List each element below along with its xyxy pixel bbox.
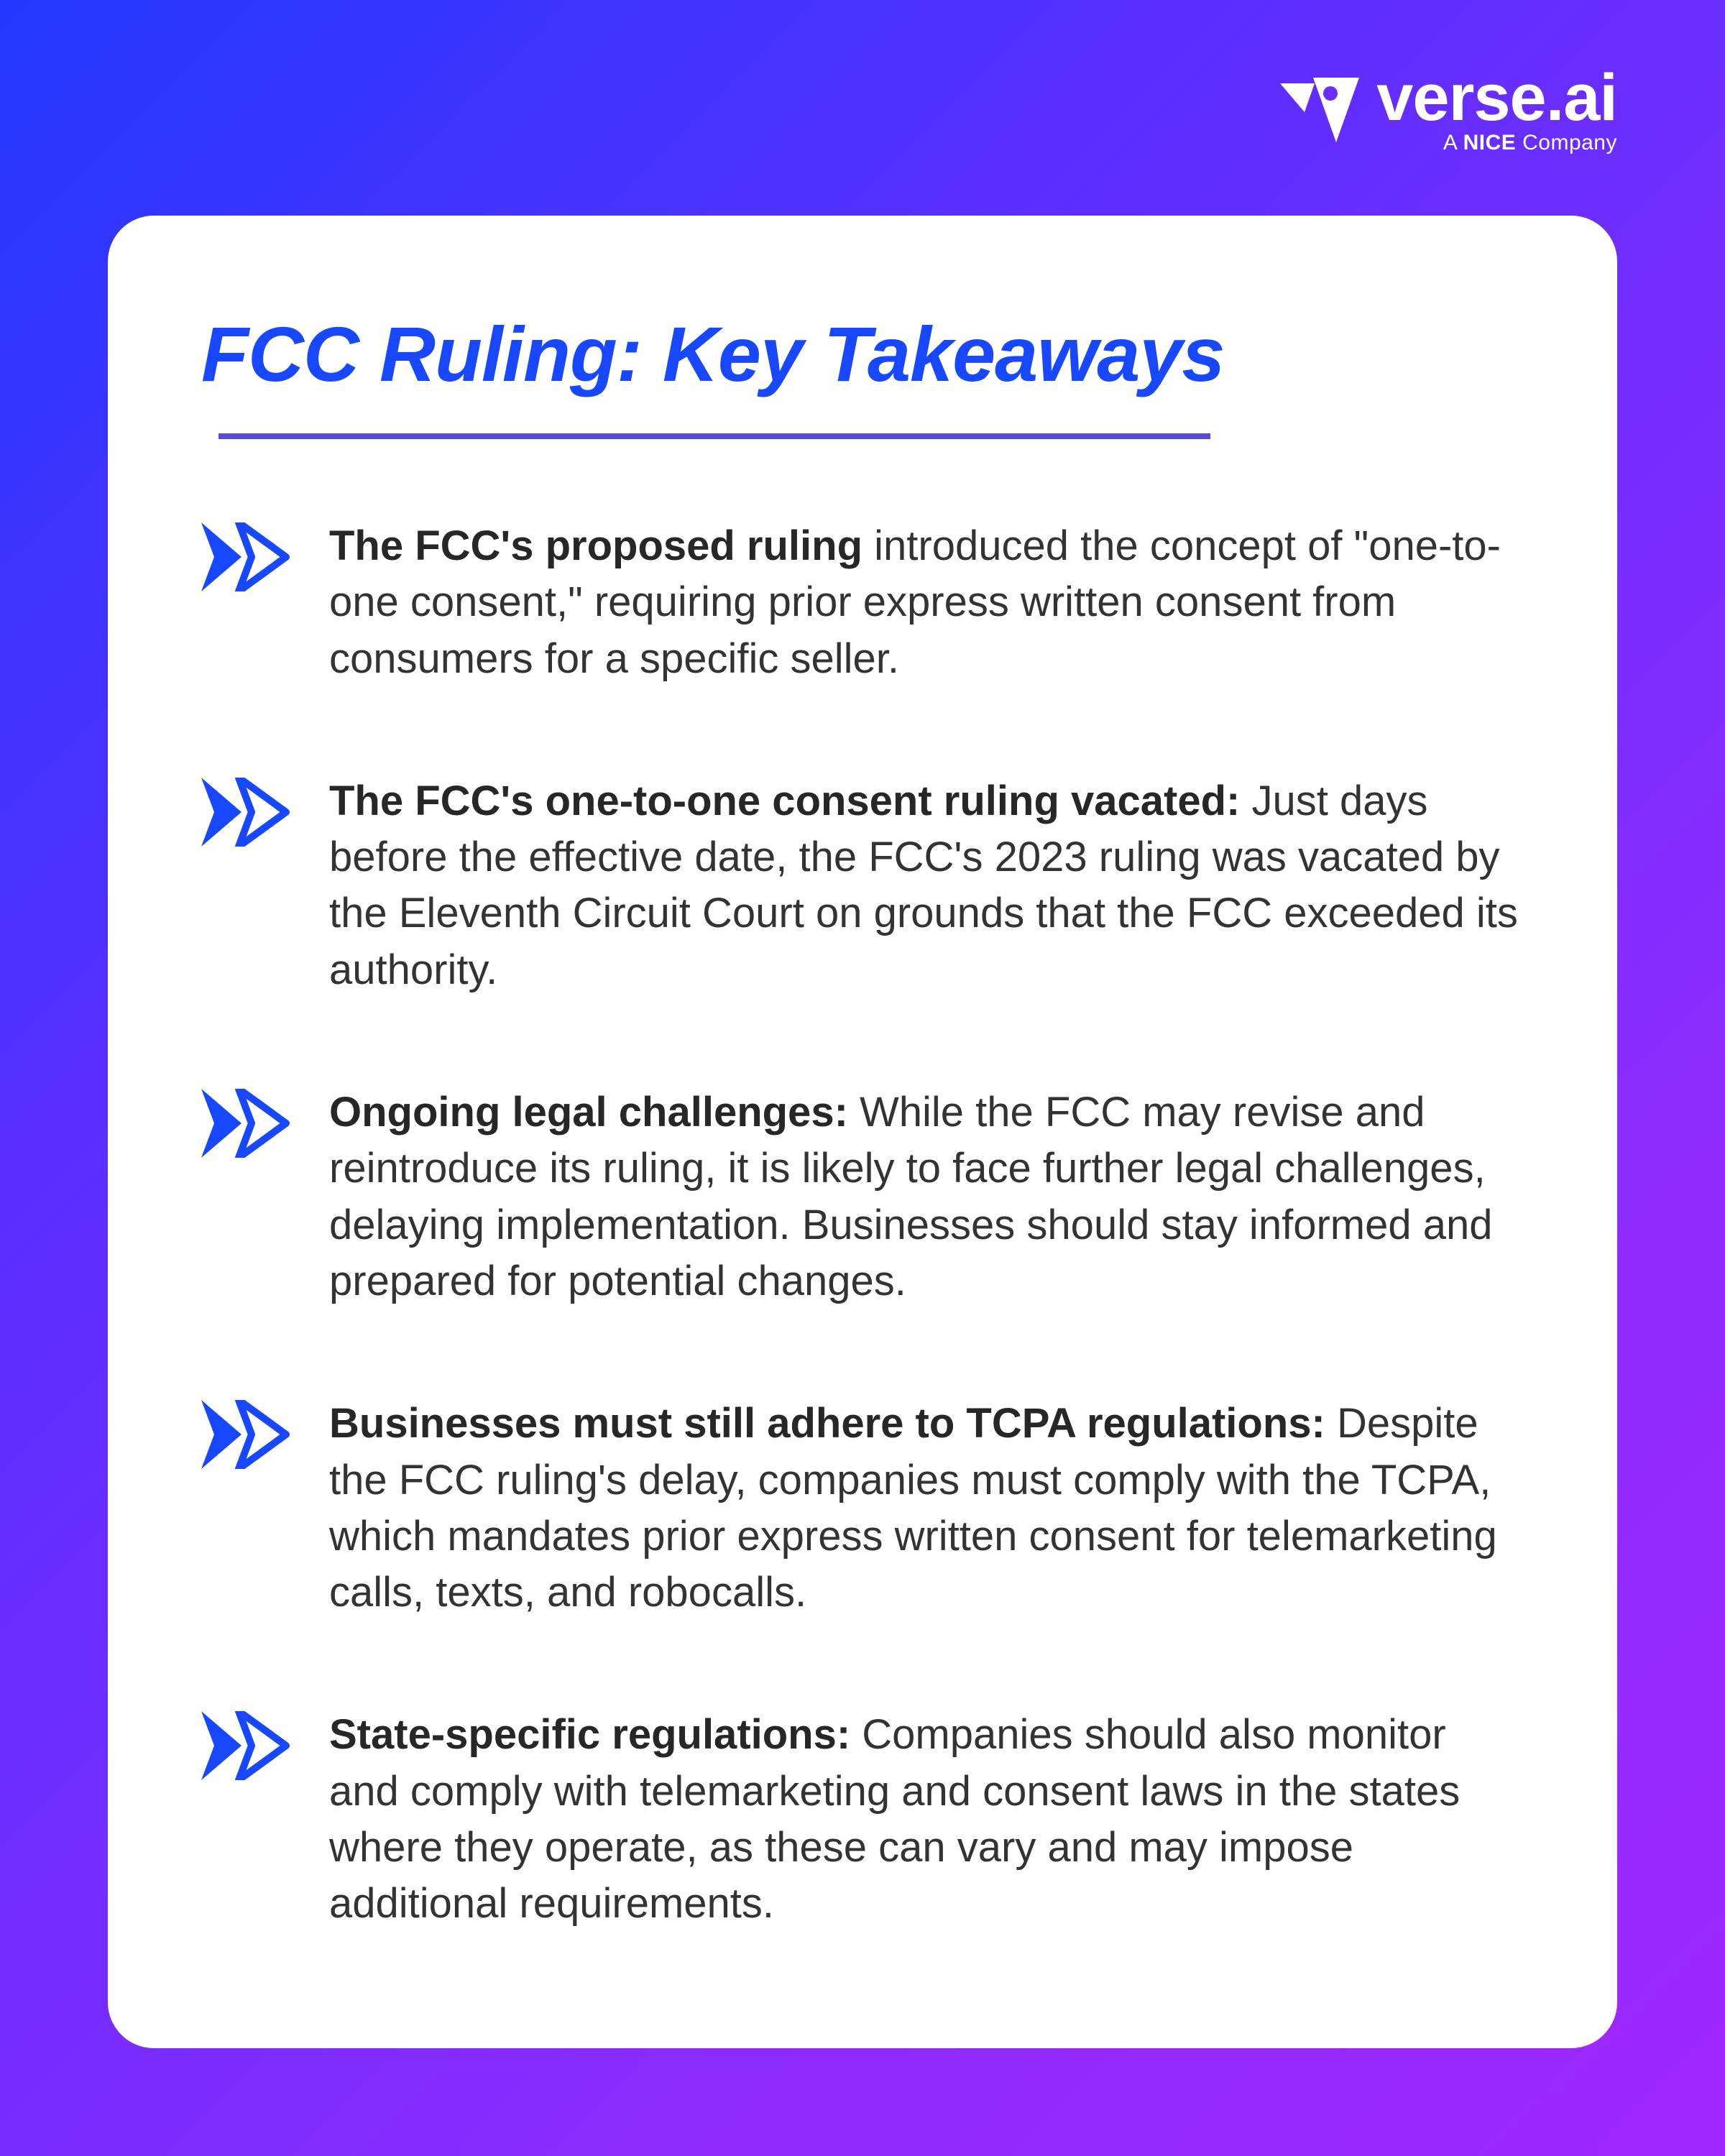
takeaway-bold: State-specific regulations:: [329, 1711, 850, 1758]
double-chevron-icon: [201, 1400, 295, 1469]
double-chevron-icon: [201, 1089, 295, 1158]
double-chevron-icon: [201, 1711, 295, 1780]
takeaway-text: State-specific regulations: Companies sh…: [329, 1707, 1524, 1932]
logo: verse.ai A NICE Company: [1280, 65, 1617, 155]
takeaway-bold: The FCC's one-to-one consent ruling vaca…: [329, 778, 1240, 824]
logo-text: verse.ai A NICE Company: [1376, 65, 1617, 155]
takeaway-text: The FCC's proposed ruling introduced the…: [329, 518, 1524, 687]
takeaway-item: The FCC's proposed ruling introduced the…: [201, 518, 1524, 687]
takeaway-item: Businesses must still adhere to TCPA reg…: [201, 1396, 1524, 1621]
takeaway-text: The FCC's one-to-one consent ruling vaca…: [329, 773, 1524, 998]
takeaway-bold: The FCC's proposed ruling: [329, 522, 862, 569]
double-chevron-icon: [201, 778, 295, 847]
takeaway-bold: Businesses must still adhere to TCPA reg…: [329, 1400, 1325, 1447]
title-divider: [218, 433, 1210, 439]
takeaway-text: Businesses must still adhere to TCPA reg…: [329, 1396, 1524, 1621]
takeaway-item: Ongoing legal challenges: While the FCC …: [201, 1084, 1524, 1309]
takeaway-item: State-specific regulations: Companies sh…: [201, 1707, 1524, 1932]
page-title: FCC Ruling: Key Takeaways: [201, 309, 1524, 399]
logo-main-text: verse.ai: [1376, 65, 1617, 131]
content-card: FCC Ruling: Key Takeaways The FCC's prop…: [108, 216, 1617, 2048]
takeaway-text: Ongoing legal challenges: While the FCC …: [329, 1084, 1524, 1309]
logo-mark-icon: [1280, 78, 1359, 142]
takeaway-bold: Ongoing legal challenges:: [329, 1089, 848, 1135]
takeaway-list: The FCC's proposed ruling introduced the…: [201, 518, 1524, 1932]
logo-sub-text: A NICE Company: [1376, 131, 1617, 155]
takeaway-item: The FCC's one-to-one consent ruling vaca…: [201, 773, 1524, 998]
double-chevron-icon: [201, 522, 295, 591]
